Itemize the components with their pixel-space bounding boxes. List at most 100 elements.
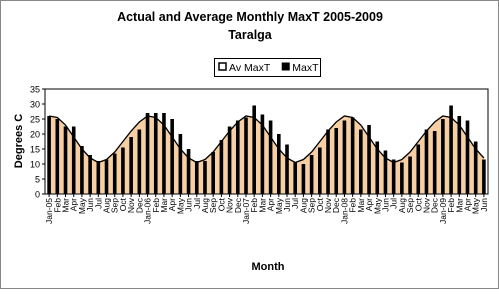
- bar: [359, 129, 363, 194]
- x-tick-label: May: [471, 197, 481, 214]
- bar: [203, 161, 207, 194]
- x-tick-label: May: [77, 197, 87, 214]
- x-tick-label: Jul: [192, 198, 202, 209]
- bar: [277, 134, 281, 194]
- x-tick-label: Apr: [364, 198, 374, 211]
- x-tick-label: Nov: [421, 197, 431, 213]
- x-tick-label: Jun: [282, 198, 292, 212]
- x-tick-label: Jan-06: [143, 198, 153, 224]
- y-axis-title: Degrees C: [13, 114, 25, 168]
- y-tick-label: 35: [30, 85, 40, 95]
- bar: [104, 159, 109, 194]
- bar: [121, 147, 125, 194]
- bar: [449, 105, 453, 194]
- x-tick-label: Feb: [151, 198, 161, 213]
- bar: [47, 116, 51, 194]
- x-tick-label: Jul: [93, 198, 103, 209]
- bar: [285, 144, 289, 194]
- x-tick-label: May: [372, 197, 382, 214]
- x-tick-label: Dec: [331, 197, 341, 213]
- x-tick-label: Oct: [216, 197, 226, 211]
- x-tick-label: Feb: [348, 198, 358, 213]
- y-tick-label: 30: [30, 100, 40, 110]
- bar: [80, 146, 84, 194]
- bar: [194, 161, 199, 194]
- x-tick-label: Jul: [290, 198, 300, 209]
- y-tick-label: 15: [30, 145, 40, 155]
- bar: [293, 162, 298, 194]
- x-tick-label: May: [274, 197, 284, 214]
- x-tick-label: Oct: [315, 197, 325, 211]
- bar: [170, 119, 174, 194]
- chart-title: Actual and Average Monthly MaxT 2005-200…: [117, 10, 383, 24]
- area: [49, 116, 484, 194]
- x-tick-label: May: [175, 197, 185, 214]
- y-tick-label: 0: [35, 190, 40, 200]
- bar: [383, 150, 388, 194]
- x-tick-label: Dec: [430, 197, 440, 213]
- x-tick-label: Jan-08: [339, 198, 349, 224]
- x-tick-label: Dec: [233, 197, 243, 213]
- x-tick-label: Mar: [454, 198, 464, 213]
- bar: [153, 113, 158, 194]
- x-tick-label: Aug: [200, 198, 210, 213]
- x-tick-label: Jun: [380, 198, 390, 212]
- bar: [137, 129, 142, 194]
- x-tick-label: Jun: [184, 198, 194, 212]
- x-tick-label: Jun: [479, 198, 489, 212]
- legend-label: Av MaxT: [229, 62, 271, 74]
- bar: [301, 164, 306, 194]
- x-tick-label: Jan-05: [44, 198, 54, 224]
- x-tick-label: Apr: [266, 198, 276, 211]
- x-tick-label: Mar: [159, 198, 169, 213]
- bar: [318, 147, 322, 194]
- x-tick-label: Nov: [323, 197, 333, 213]
- x-tick-label: Feb: [249, 198, 259, 213]
- bar: [96, 161, 101, 194]
- x-tick-label: Aug: [397, 198, 407, 213]
- bar: [211, 152, 215, 194]
- area-outline: [48, 115, 485, 164]
- bar: [342, 120, 347, 194]
- x-tick-label: Dec: [134, 197, 144, 213]
- plot-border: [44, 88, 489, 195]
- x-tick-label: Mar: [356, 198, 366, 213]
- legend-box: [214, 58, 321, 77]
- bar: [162, 113, 166, 194]
- bar: [88, 155, 92, 194]
- bar: [63, 126, 68, 194]
- bar: [260, 114, 265, 194]
- bar: [465, 120, 470, 194]
- x-tick-label: Nov: [126, 197, 136, 213]
- bar: [350, 117, 355, 194]
- x-tick-label: Aug: [102, 198, 112, 213]
- x-tick-label: Jan-09: [438, 198, 448, 224]
- x-tick-label: Apr: [462, 198, 472, 211]
- legend-swatch: [281, 62, 290, 71]
- legend-label: MaxT: [292, 62, 319, 74]
- bar: [424, 129, 429, 194]
- bar: [112, 153, 117, 194]
- bar: [416, 144, 421, 194]
- x-tick-label: Sep: [208, 198, 218, 213]
- y-tick-label: 25: [30, 115, 40, 125]
- bar: [227, 126, 232, 194]
- bar: [219, 140, 224, 194]
- bar: [473, 141, 478, 194]
- x-tick-label: Jul: [389, 198, 399, 209]
- bar: [55, 119, 60, 194]
- bar: [367, 125, 371, 194]
- bar: [178, 134, 183, 194]
- bar: [326, 129, 330, 194]
- bar: [482, 159, 486, 194]
- x-axis-title: Month: [252, 261, 285, 273]
- bar: [244, 117, 248, 194]
- chart-subtitle: Taralga: [228, 28, 273, 42]
- bar: [400, 162, 404, 194]
- bar: [457, 116, 462, 194]
- x-tick-label: Feb: [52, 198, 62, 213]
- x-tick-label: Sep: [110, 198, 120, 213]
- x-tick-label: Aug: [298, 198, 308, 213]
- bar: [375, 141, 380, 194]
- y-tick-label: 10: [30, 160, 40, 170]
